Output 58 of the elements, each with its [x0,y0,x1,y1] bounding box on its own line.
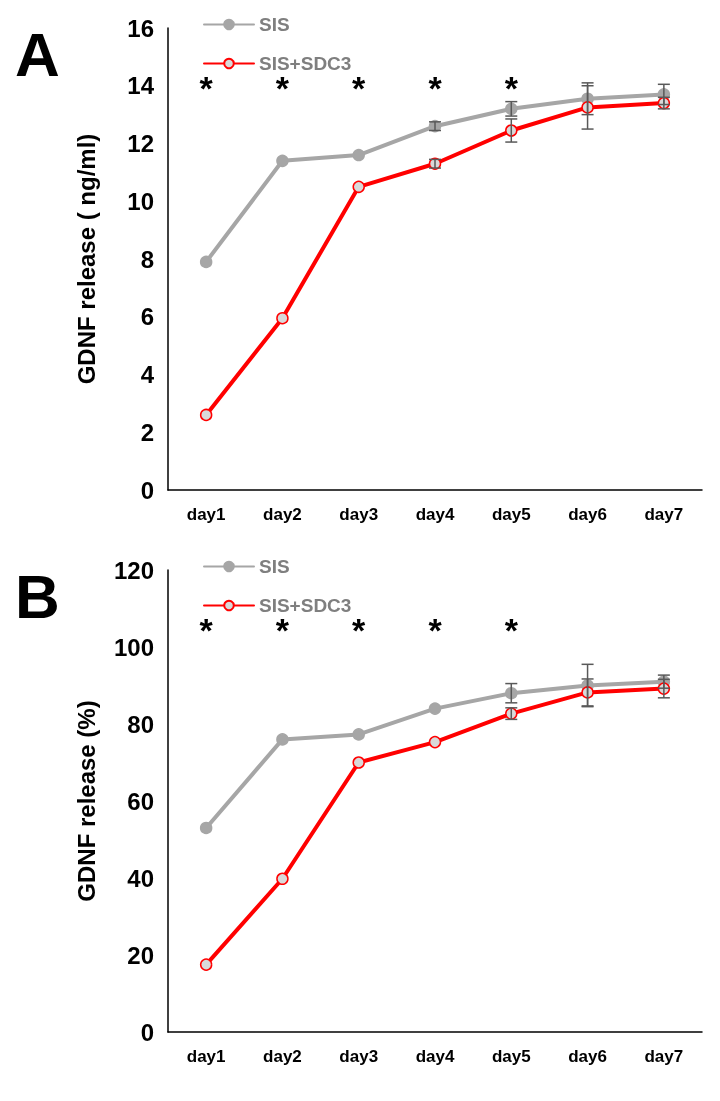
x-tick-label: day6 [568,505,607,524]
point [428,702,442,715]
y-tick-label: 10 [127,187,154,215]
x-tick-label: day5 [491,1047,531,1066]
y-tick-label: 120 [113,556,154,584]
y-axis-title: GDNF release ( ng/ml) [72,133,100,385]
y-tick-label: 8 [140,245,154,273]
annotation: * [352,611,367,650]
chart-title: B [15,561,60,631]
x-tick-label: day4 [415,1047,455,1066]
y-tick-label: 6 [140,303,154,331]
annotation: * [199,611,214,650]
y-tick-label: 16 [127,14,154,42]
point [276,733,289,746]
annotation: * [352,69,367,108]
point [276,311,289,325]
y-axis-title: GDNF release (%) [72,700,100,902]
x-tick-label: day4 [415,505,455,524]
x-tick-label: day6 [568,1047,607,1066]
legend-label: SIS [259,14,290,35]
y-tick-label: 20 [127,941,154,969]
x-tick-label: day1 [186,505,226,524]
y-tick-label: 4 [140,361,155,388]
annotation: * [428,69,443,108]
x-tick-label: day1 [186,1047,226,1066]
y-tick-label: 0 [140,476,154,504]
annotation: * [504,69,519,108]
point [199,958,213,971]
x-tick-label: day5 [491,505,531,524]
point [199,408,213,422]
x-tick-label: day2 [263,505,302,524]
y-tick-label: 0 [140,1018,154,1046]
point [276,872,289,886]
point [276,154,289,168]
point [199,821,213,835]
x-tick-label: day3 [339,1047,379,1066]
x-tick-label: day2 [263,1047,302,1066]
y-tick-label: 2 [140,418,154,446]
y-tick-label: 100 [113,633,154,661]
legend-label: SIS [259,556,290,577]
y-tick-label: 80 [127,710,154,738]
x-tick-label: day7 [644,505,684,524]
point [352,148,365,162]
y-tick-label: 40 [127,864,154,892]
annotation: * [504,611,519,650]
x-tick-label: day7 [644,1047,684,1066]
y-tick-label: 12 [127,130,154,157]
annotation: * [428,611,443,650]
point [428,735,442,749]
point [199,255,213,269]
y-tick-label: 14 [127,72,155,100]
y-tick-label: 60 [127,787,154,815]
x-tick-label: day3 [339,505,379,524]
point [352,180,365,194]
point [352,756,365,769]
chart-title: A [15,19,60,89]
point [352,728,365,741]
annotation: * [199,69,214,108]
